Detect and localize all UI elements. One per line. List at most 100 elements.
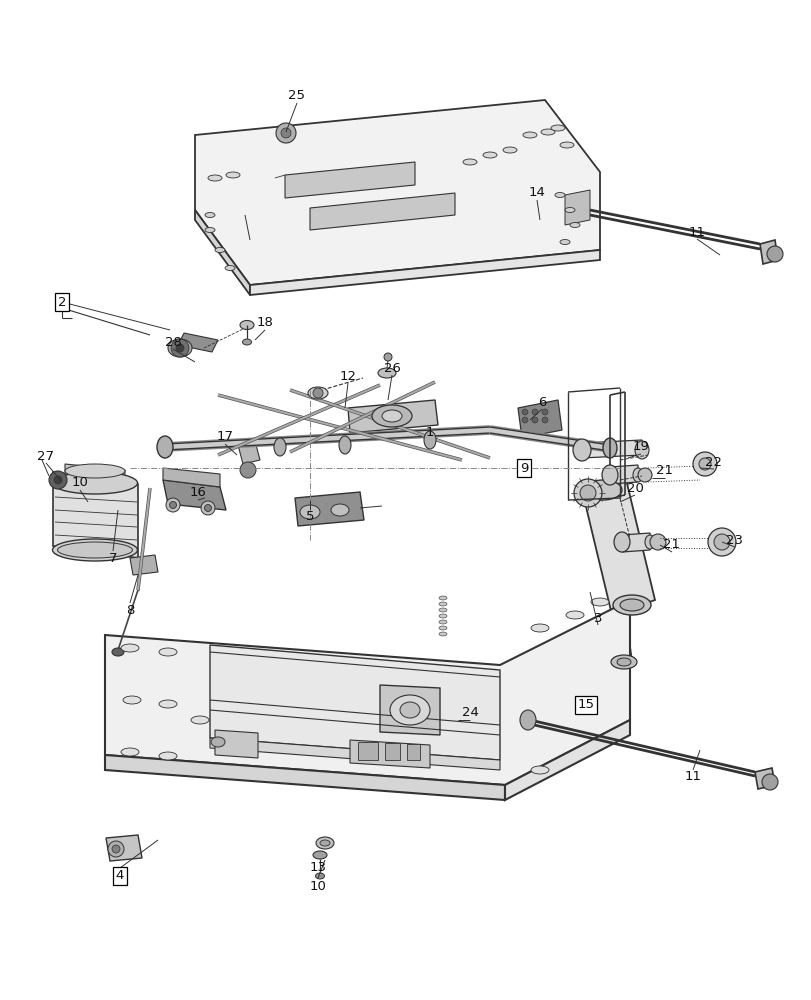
Text: 28: 28 [165, 336, 181, 349]
Ellipse shape [157, 436, 173, 458]
Ellipse shape [583, 480, 621, 500]
Ellipse shape [439, 632, 446, 636]
Polygon shape [250, 250, 599, 295]
Polygon shape [210, 645, 500, 760]
Polygon shape [517, 400, 561, 438]
Polygon shape [285, 162, 414, 198]
Text: 17: 17 [217, 430, 234, 444]
Ellipse shape [159, 648, 177, 656]
Ellipse shape [384, 353, 392, 361]
Circle shape [276, 123, 296, 143]
Ellipse shape [312, 851, 327, 859]
Ellipse shape [273, 438, 285, 456]
Circle shape [637, 468, 651, 482]
Text: 9: 9 [519, 462, 527, 475]
Ellipse shape [208, 175, 221, 181]
Text: 14: 14 [528, 186, 545, 200]
Ellipse shape [439, 602, 446, 606]
Ellipse shape [121, 748, 139, 756]
Ellipse shape [560, 142, 573, 148]
Text: 24: 24 [461, 706, 478, 720]
Ellipse shape [191, 716, 208, 724]
Ellipse shape [560, 239, 569, 244]
Polygon shape [406, 744, 419, 760]
Ellipse shape [483, 152, 496, 158]
Circle shape [649, 534, 665, 550]
Text: 25: 25 [288, 89, 305, 102]
Circle shape [240, 462, 255, 478]
Text: 4: 4 [116, 869, 124, 882]
Text: 2: 2 [58, 296, 67, 308]
Text: 21: 21 [655, 464, 672, 478]
Text: 5: 5 [306, 510, 314, 524]
Polygon shape [621, 533, 649, 552]
Text: 23: 23 [726, 534, 743, 546]
Text: 11: 11 [688, 226, 705, 238]
Polygon shape [105, 600, 629, 785]
Ellipse shape [530, 766, 548, 774]
Ellipse shape [169, 502, 176, 508]
Text: 10: 10 [71, 477, 88, 489]
Ellipse shape [159, 752, 177, 760]
Polygon shape [195, 210, 250, 295]
Polygon shape [106, 835, 142, 861]
Ellipse shape [565, 611, 583, 619]
Ellipse shape [601, 465, 617, 485]
Ellipse shape [121, 644, 139, 652]
Circle shape [176, 344, 184, 352]
Ellipse shape [320, 840, 329, 846]
Ellipse shape [522, 132, 536, 138]
Ellipse shape [439, 596, 446, 600]
Text: 22: 22 [705, 456, 722, 468]
Ellipse shape [225, 265, 234, 270]
Ellipse shape [242, 339, 251, 345]
Polygon shape [380, 685, 440, 735]
Polygon shape [504, 720, 629, 800]
Ellipse shape [620, 599, 643, 611]
Circle shape [281, 128, 290, 138]
Ellipse shape [211, 737, 225, 747]
Polygon shape [65, 464, 125, 483]
Ellipse shape [698, 458, 710, 470]
Ellipse shape [634, 441, 648, 459]
Polygon shape [210, 738, 500, 770]
Ellipse shape [53, 472, 137, 494]
Ellipse shape [307, 387, 328, 399]
Text: 27: 27 [37, 450, 54, 462]
Circle shape [531, 409, 538, 415]
Text: 26: 26 [383, 361, 400, 374]
Circle shape [54, 476, 62, 484]
Ellipse shape [381, 410, 401, 422]
Ellipse shape [613, 532, 629, 552]
Text: 10: 10 [309, 880, 326, 893]
Ellipse shape [540, 129, 554, 135]
Ellipse shape [315, 837, 333, 849]
Ellipse shape [378, 368, 396, 378]
Ellipse shape [439, 608, 446, 612]
Polygon shape [310, 193, 454, 230]
Ellipse shape [112, 648, 124, 656]
Circle shape [49, 471, 67, 489]
Text: 11: 11 [684, 770, 701, 783]
Circle shape [108, 841, 124, 857]
Ellipse shape [603, 438, 616, 458]
Ellipse shape [573, 439, 590, 461]
Polygon shape [564, 190, 590, 225]
Polygon shape [163, 480, 225, 510]
Circle shape [761, 774, 777, 790]
Polygon shape [130, 555, 158, 575]
Circle shape [541, 417, 547, 423]
Ellipse shape [122, 696, 141, 704]
Circle shape [541, 409, 547, 415]
Ellipse shape [53, 539, 137, 561]
Circle shape [766, 246, 782, 262]
Ellipse shape [65, 464, 125, 478]
Polygon shape [294, 492, 363, 526]
Ellipse shape [612, 595, 650, 615]
Polygon shape [759, 240, 777, 264]
Polygon shape [178, 333, 217, 352]
Ellipse shape [215, 247, 225, 252]
Text: 19: 19 [632, 440, 649, 454]
Text: 7: 7 [109, 552, 117, 564]
Polygon shape [163, 468, 220, 487]
